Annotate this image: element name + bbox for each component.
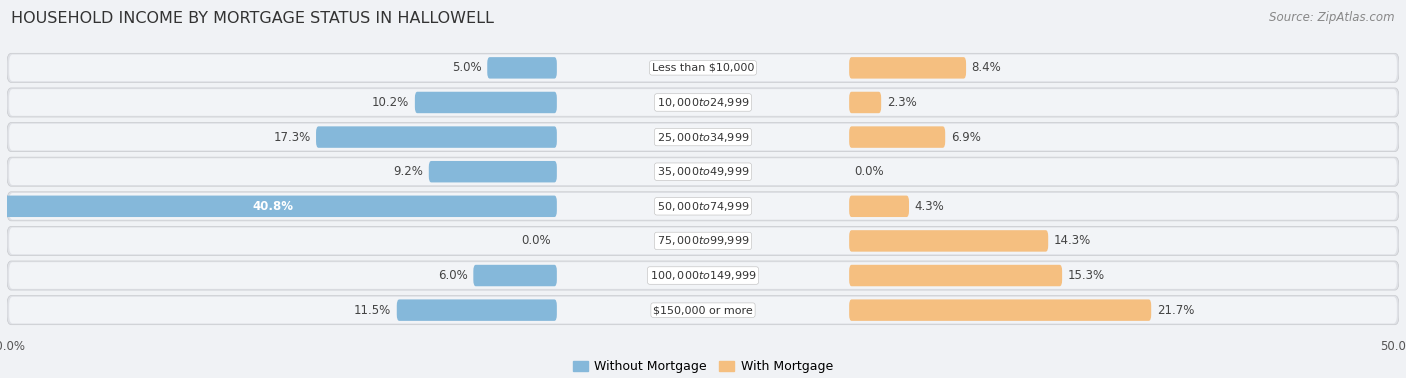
FancyBboxPatch shape [316, 126, 557, 148]
FancyBboxPatch shape [8, 54, 1398, 81]
Text: 2.3%: 2.3% [887, 96, 917, 109]
FancyBboxPatch shape [8, 124, 1398, 150]
Text: Source: ZipAtlas.com: Source: ZipAtlas.com [1270, 11, 1395, 24]
Text: 17.3%: 17.3% [273, 130, 311, 144]
Text: $35,000 to $49,999: $35,000 to $49,999 [657, 165, 749, 178]
FancyBboxPatch shape [7, 296, 1399, 325]
Text: 6.9%: 6.9% [950, 130, 980, 144]
Text: 40.8%: 40.8% [253, 200, 294, 213]
FancyBboxPatch shape [7, 192, 1399, 221]
Text: $25,000 to $34,999: $25,000 to $34,999 [657, 130, 749, 144]
FancyBboxPatch shape [8, 262, 1398, 289]
Text: 8.4%: 8.4% [972, 61, 1001, 74]
Text: $150,000 or more: $150,000 or more [654, 305, 752, 315]
Text: 10.2%: 10.2% [373, 96, 409, 109]
Text: Less than $10,000: Less than $10,000 [652, 63, 754, 73]
FancyBboxPatch shape [849, 195, 910, 217]
Text: 11.5%: 11.5% [354, 304, 391, 317]
FancyBboxPatch shape [849, 126, 945, 148]
FancyBboxPatch shape [849, 299, 1152, 321]
Text: 0.0%: 0.0% [522, 234, 551, 248]
Legend: Without Mortgage, With Mortgage: Without Mortgage, With Mortgage [568, 355, 838, 378]
Text: 5.0%: 5.0% [453, 61, 482, 74]
FancyBboxPatch shape [8, 228, 1398, 254]
FancyBboxPatch shape [8, 297, 1398, 324]
FancyBboxPatch shape [429, 161, 557, 183]
FancyBboxPatch shape [849, 265, 1062, 286]
FancyBboxPatch shape [849, 230, 1049, 252]
FancyBboxPatch shape [474, 265, 557, 286]
FancyBboxPatch shape [7, 157, 1399, 186]
Text: 21.7%: 21.7% [1157, 304, 1194, 317]
Text: 4.3%: 4.3% [914, 200, 945, 213]
FancyBboxPatch shape [396, 299, 557, 321]
Text: 6.0%: 6.0% [439, 269, 468, 282]
Text: 15.3%: 15.3% [1067, 269, 1105, 282]
FancyBboxPatch shape [488, 57, 557, 79]
FancyBboxPatch shape [849, 92, 882, 113]
Text: 9.2%: 9.2% [394, 165, 423, 178]
Text: HOUSEHOLD INCOME BY MORTGAGE STATUS IN HALLOWELL: HOUSEHOLD INCOME BY MORTGAGE STATUS IN H… [11, 11, 494, 26]
FancyBboxPatch shape [0, 195, 557, 217]
FancyBboxPatch shape [8, 193, 1398, 220]
FancyBboxPatch shape [415, 92, 557, 113]
Text: 0.0%: 0.0% [855, 165, 884, 178]
Text: $10,000 to $24,999: $10,000 to $24,999 [657, 96, 749, 109]
Text: $75,000 to $99,999: $75,000 to $99,999 [657, 234, 749, 248]
FancyBboxPatch shape [7, 122, 1399, 152]
Text: $50,000 to $74,999: $50,000 to $74,999 [657, 200, 749, 213]
FancyBboxPatch shape [8, 158, 1398, 185]
FancyBboxPatch shape [7, 226, 1399, 256]
FancyBboxPatch shape [7, 261, 1399, 290]
Text: 14.3%: 14.3% [1053, 234, 1091, 248]
Text: $100,000 to $149,999: $100,000 to $149,999 [650, 269, 756, 282]
FancyBboxPatch shape [7, 53, 1399, 82]
FancyBboxPatch shape [8, 89, 1398, 116]
FancyBboxPatch shape [7, 88, 1399, 117]
FancyBboxPatch shape [849, 57, 966, 79]
